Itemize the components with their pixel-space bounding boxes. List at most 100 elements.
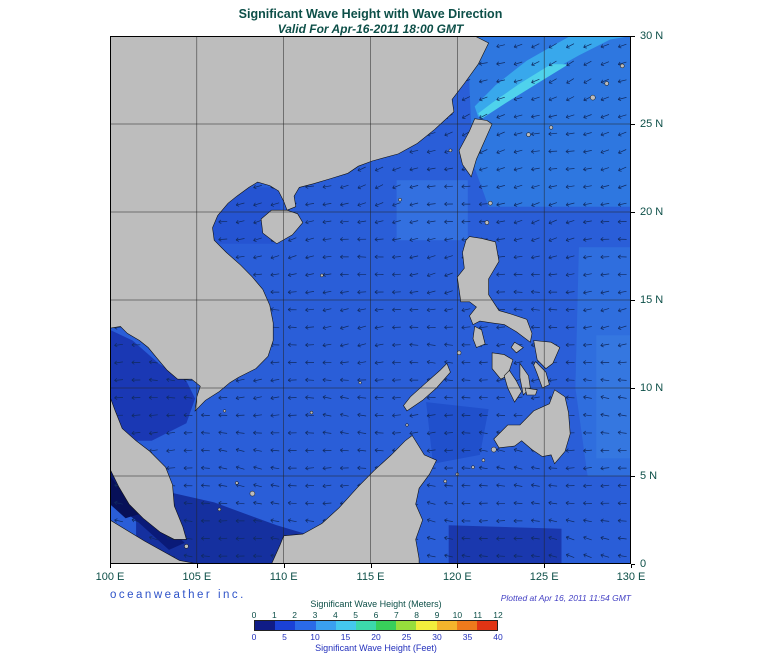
feet-tick-15: 15 [340, 632, 351, 642]
land-samar [533, 340, 561, 369]
map-border [110, 36, 631, 564]
islet [481, 458, 486, 462]
lon-tick [631, 564, 632, 568]
meters-tick-4: 4 [332, 610, 338, 620]
land-masbate [510, 341, 524, 354]
islet [484, 220, 490, 225]
sea-patch-far-east-light [596, 335, 631, 459]
land-asia-mainland [110, 36, 490, 412]
lat-tick [631, 212, 635, 213]
oceanweather-logo: oceanweather inc. [110, 589, 246, 601]
lat-label-15N: 15 N [640, 294, 664, 306]
islet [448, 148, 453, 153]
lon-label-120E: 120 E [442, 571, 472, 583]
land-taiwan [458, 118, 493, 178]
colorbar-segment [436, 621, 457, 630]
islet [217, 507, 222, 512]
lon-tick [110, 564, 111, 568]
islet [309, 410, 314, 415]
islet [471, 465, 475, 469]
islet [223, 409, 227, 413]
meters-tick-1: 1 [271, 610, 277, 620]
lon-label-125E: 125 E [529, 571, 559, 583]
map-area [110, 36, 631, 564]
meters-tick-5: 5 [353, 610, 359, 620]
sea-patch-kuroshio-cyan [478, 64, 569, 119]
land-mindoro [472, 325, 486, 348]
lat-label-0: 0 [640, 558, 647, 570]
land-bohol [524, 387, 538, 396]
lon-label-115E: 115 E [356, 571, 385, 583]
feet-tick-20: 20 [371, 632, 381, 642]
lat-tick [631, 476, 635, 477]
feet-tick-40: 40 [493, 632, 503, 642]
land-malay-peninsula [110, 396, 187, 540]
sea-patch-kuroshio-light [474, 36, 631, 117]
feet-tick-35: 35 [462, 632, 473, 642]
lon-label-110E: 110 E [269, 571, 298, 583]
legend-colorbar [254, 620, 498, 631]
islet [590, 94, 596, 101]
lon-tick [457, 564, 459, 568]
sea-patch-celebes-dark [448, 525, 562, 564]
meters-tick-6: 6 [373, 610, 379, 620]
meters-tick-12: 12 [493, 610, 503, 620]
land-sumatra [110, 519, 204, 564]
islet [443, 479, 447, 484]
feet-tick-30: 30 [432, 632, 442, 642]
chart-header: Significant Wave Height with Wave Direct… [110, 7, 631, 36]
feet-tick-5: 5 [282, 632, 287, 642]
lon-tick [370, 564, 372, 568]
colorbar-segment [376, 621, 397, 630]
islet [491, 446, 497, 453]
islet [398, 197, 402, 202]
lon-label-100E: 100 E [95, 571, 125, 583]
lat-label-10N: 10 N [640, 382, 664, 394]
plotted-timestamp: Plotted at Apr 16, 2011 11:54 GMT [500, 593, 631, 603]
meters-tick-9: 9 [434, 610, 440, 620]
valid-time-subtitle: Valid For Apr-16-2011 18:00 GMT [277, 22, 464, 36]
islet [249, 490, 256, 497]
colorbar-segment [315, 621, 336, 630]
lat-tick [631, 564, 635, 565]
lon-tick [283, 564, 285, 568]
sea-patch-luzon-nw-light [396, 180, 468, 241]
lat-label-30N: 30 N [640, 30, 664, 42]
wave-height-map [110, 36, 631, 564]
land-hainan [260, 209, 304, 245]
legend-meters-label: Significant Wave Height (Meters) [310, 599, 442, 609]
land-borneo [271, 435, 437, 564]
sea-patch-gulf-thailand-dark [110, 329, 196, 441]
lon-label-130E: 130 E [616, 571, 646, 583]
feet-tick-10: 10 [310, 632, 320, 642]
colorbar-segment [275, 621, 296, 630]
legend-feet-label: Significant Wave Height (Feet) [315, 643, 437, 653]
islet [488, 200, 493, 206]
lon-label-105E: 105 E [182, 571, 212, 583]
lat-tick [631, 388, 635, 389]
lat-tick [631, 36, 635, 37]
land-negros [503, 369, 522, 403]
page-title: Significant Wave Height with Wave Direct… [238, 7, 503, 21]
feet-tick-0: 0 [251, 632, 257, 642]
lat-label-20N: 20 N [640, 206, 664, 218]
colorbar-segment [456, 621, 477, 630]
islet [358, 381, 362, 385]
meters-tick-10: 10 [452, 610, 463, 620]
islet [405, 423, 409, 427]
colorbar-segment [255, 621, 276, 630]
islet [456, 350, 462, 356]
land-mindanao [493, 389, 571, 465]
islet [604, 81, 609, 86]
islet [549, 125, 554, 130]
colorbar-segment [295, 621, 316, 630]
colorbar-segment [396, 621, 417, 630]
feet-tick-25: 25 [401, 632, 412, 642]
islet [235, 481, 239, 485]
colorbar-segment [416, 621, 437, 630]
lat-tick [631, 300, 635, 301]
lat-label-5N: 5 N [640, 470, 658, 482]
meters-tick-11: 11 [473, 610, 483, 620]
colorbar-segment [335, 621, 356, 630]
